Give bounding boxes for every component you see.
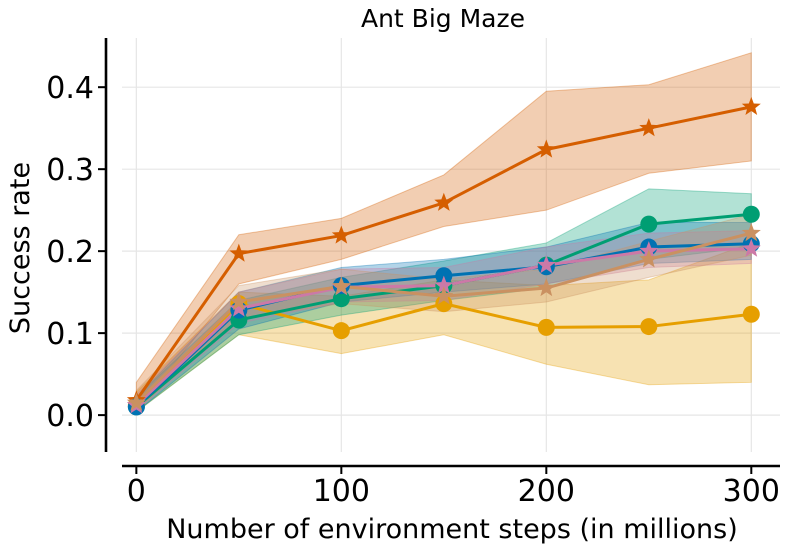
series-vermillion-point [639, 118, 659, 137]
series-vermillion-point [229, 243, 249, 262]
series-green-point [742, 205, 760, 223]
series-green-point [640, 215, 658, 233]
series-pink-point [229, 298, 249, 317]
y-tick-label: 0.2 [46, 235, 94, 270]
series-vermillion-point [434, 192, 454, 211]
x-tick-label: 100 [313, 474, 370, 509]
chart-title: Ant Big Maze [361, 4, 525, 33]
x-axis-label: Number of environment steps (in millions… [166, 514, 738, 545]
series-pink-point [741, 238, 761, 257]
series-blue-band [135, 221, 752, 413]
ticks: 0 100 200 300 0.0 0.1 0.2 0.3 0.4 [46, 71, 780, 509]
series-orange-point [640, 318, 658, 336]
y-tick-label: 0.0 [46, 399, 94, 434]
series-markers [126, 96, 761, 416]
series-tan-point [639, 249, 659, 268]
series-pink-point [536, 255, 556, 274]
series-green-point [332, 290, 350, 308]
x-tick-label: 200 [518, 474, 575, 509]
x-tick-label: 0 [127, 474, 146, 509]
y-tick-label: 0.4 [46, 71, 94, 106]
series-orange-point [742, 305, 760, 323]
y-axis-label: Success rate [5, 162, 36, 334]
y-tick-label: 0.3 [46, 153, 94, 188]
x-tick-label: 300 [723, 474, 780, 509]
series-vermillion-band [135, 52, 752, 412]
series-vermillion-point [741, 96, 761, 115]
series-pink-point [434, 275, 454, 294]
series-tan-point [741, 223, 761, 242]
series-vermillion-point [331, 225, 351, 244]
series-orange-point [537, 318, 555, 336]
series-tan-point [229, 291, 249, 311]
series-tan-point [126, 392, 146, 411]
series-tan-point [536, 278, 556, 297]
confidence-bands [135, 52, 752, 413]
series-orange-point [332, 322, 350, 340]
axes [104, 38, 780, 468]
series-pink-band [135, 230, 752, 413]
series-tan-point [434, 286, 454, 305]
series-tan-point [331, 276, 351, 295]
series-vermillion-point [536, 139, 556, 158]
y-tick-label: 0.1 [46, 317, 94, 352]
